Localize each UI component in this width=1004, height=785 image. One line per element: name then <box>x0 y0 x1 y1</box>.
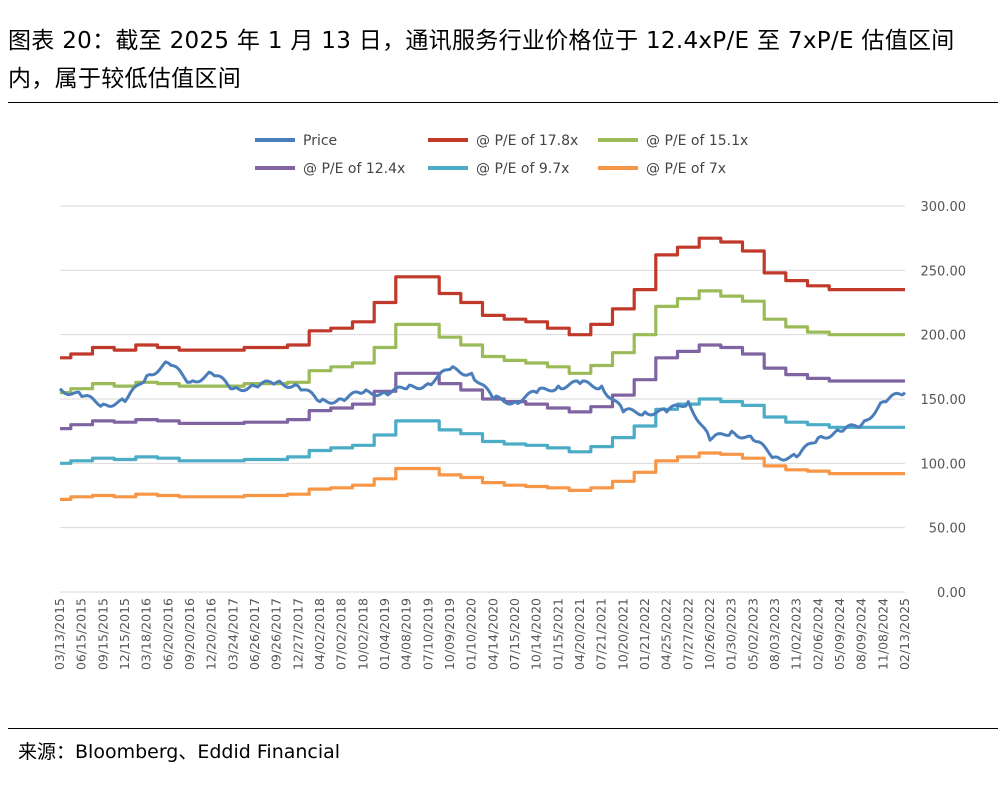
series-line-p-e-of-7x <box>60 451 905 501</box>
plot-area <box>58 236 906 501</box>
x-tick-label: 02/06/2024 <box>810 598 825 670</box>
x-tick-label: 11/02/2023 <box>789 598 804 670</box>
x-tick-label: 05/09/2024 <box>832 598 847 670</box>
x-axis: 03/13/2015 06/15/2015 09/15/2015 12/15/2015… <box>52 598 912 670</box>
chart-legend: Price @ P/E of 17.8x @ P/E of 15.1x @ P/E o… <box>255 133 748 177</box>
x-tick-label: 10/20/2021 <box>615 598 630 670</box>
x-tick-label: 12/15/2015 <box>117 598 132 670</box>
y-tick-label: 100.00 <box>921 457 967 472</box>
x-tick-label: 01/30/2023 <box>724 598 739 670</box>
x-tick-label: 10/26/2022 <box>702 598 717 670</box>
legend-label: @ P/E of 17.8x <box>476 133 578 149</box>
x-tick-label: 07/27/2022 <box>680 598 695 670</box>
x-tick-label: 02/13/2025 <box>897 598 912 670</box>
x-tick-label: 07/02/2018 <box>334 598 349 670</box>
x-tick-label: 08/03/2023 <box>767 598 782 670</box>
figure-title: 图表 20：截至 2025 年 1 月 13 日，通讯服务行业价格位于 12.4… <box>8 28 955 92</box>
series-line-p-e-of-15-1x <box>60 289 905 395</box>
x-tick-label: 09/15/2015 <box>95 598 110 670</box>
x-tick-label: 04/25/2022 <box>659 598 674 670</box>
y-tick-label: 200.00 <box>921 329 967 344</box>
y-tick-label: 250.00 <box>921 264 967 279</box>
x-tick-label: 01/15/2021 <box>550 598 565 670</box>
x-tick-label: 05/02/2023 <box>745 598 760 670</box>
x-tick-label: 03/24/2017 <box>225 598 240 670</box>
source-rule <box>8 728 998 729</box>
source-note: 来源：Bloomberg、Eddid Financial <box>18 741 341 763</box>
line-chart: Price @ P/E of 17.8x @ P/E of 15.1x @ P/E o… <box>52 133 967 670</box>
legend-label: @ P/E of 7x <box>646 161 726 177</box>
x-tick-label: 01/04/2019 <box>377 598 392 670</box>
x-tick-label: 07/21/2021 <box>594 598 609 670</box>
x-tick-label: 07/10/2019 <box>420 598 435 670</box>
x-tick-label: 09/26/2017 <box>269 598 284 670</box>
x-tick-label: 01/21/2022 <box>637 598 652 670</box>
legend-label: @ P/E of 12.4x <box>303 161 405 177</box>
x-tick-label: 03/13/2015 <box>52 598 67 670</box>
y-tick-label: 300.00 <box>921 200 967 215</box>
series-line-p-e-of-17-8x <box>60 236 905 360</box>
x-tick-label: 07/15/2020 <box>507 598 522 670</box>
x-tick-label: 06/15/2015 <box>74 598 89 670</box>
series-line-p-e-of-9-7x <box>60 397 905 465</box>
legend-label: @ P/E of 9.7x <box>476 161 569 177</box>
x-tick-label: 10/14/2020 <box>529 598 544 670</box>
y-tick-label: 150.00 <box>921 393 967 408</box>
y-tick-label: 50.00 <box>929 522 966 537</box>
x-tick-label: 06/26/2017 <box>247 598 262 670</box>
x-tick-label: 06/20/2016 <box>160 598 175 670</box>
title-rule <box>8 102 998 103</box>
x-tick-label: 11/08/2024 <box>875 598 890 670</box>
x-tick-label: 04/02/2018 <box>312 598 327 670</box>
x-tick-label: 04/20/2021 <box>572 598 587 670</box>
x-tick-label: 12/27/2017 <box>290 598 305 670</box>
y-axis: 0.00 50.00 100.00 150.00 200.00 250.00 300.00 <box>921 200 967 601</box>
x-tick-label: 10/09/2019 <box>442 598 457 670</box>
x-tick-label: 03/18/2016 <box>139 598 154 670</box>
series-line-p-e-of-12-4x <box>60 343 905 431</box>
x-tick-label: 10/02/2018 <box>355 598 370 670</box>
x-tick-label: 04/08/2019 <box>399 598 414 670</box>
series-line-price <box>58 360 906 462</box>
legend-label: Price <box>303 133 337 149</box>
x-tick-label: 08/09/2024 <box>854 598 869 670</box>
legend-label: @ P/E of 15.1x <box>646 133 748 149</box>
x-tick-label: 12/20/2016 <box>204 598 219 670</box>
x-tick-label: 09/20/2016 <box>182 598 197 670</box>
x-tick-label: 01/10/2020 <box>464 598 479 670</box>
y-tick-label: 0.00 <box>937 586 966 601</box>
x-tick-label: 04/14/2020 <box>485 598 500 670</box>
